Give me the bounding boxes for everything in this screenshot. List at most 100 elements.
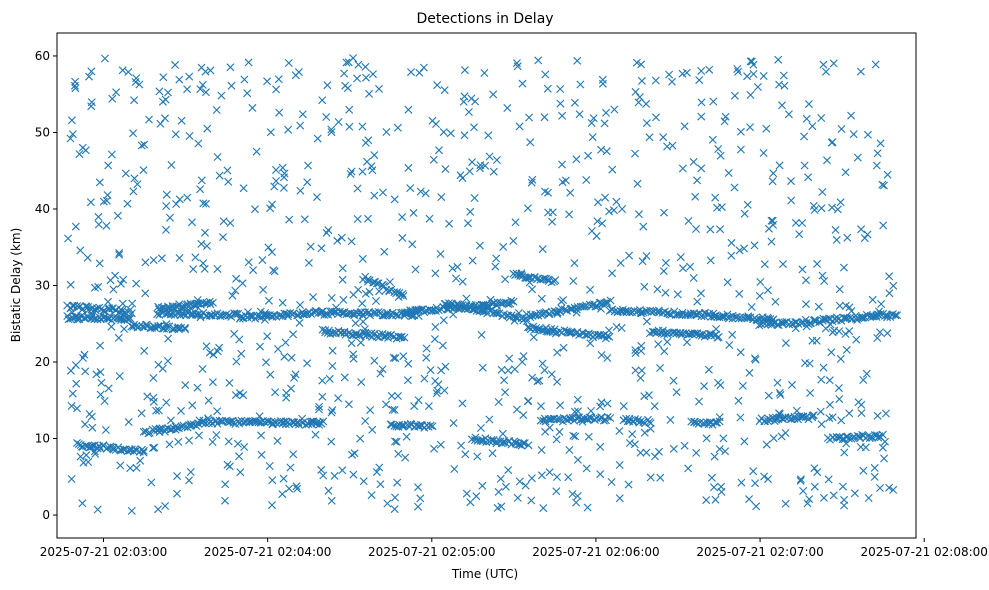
data-point [334, 394, 343, 403]
data-point [715, 445, 724, 454]
data-point [375, 463, 384, 472]
data-point [819, 493, 828, 502]
data-point [746, 91, 755, 99]
data-point [736, 413, 745, 422]
data-point [750, 241, 759, 250]
data-point [499, 242, 508, 251]
data-point [608, 165, 617, 174]
data-point [802, 276, 810, 285]
data-point [101, 426, 110, 434]
data-point [546, 327, 555, 336]
data-point [637, 60, 646, 69]
data-point [370, 191, 379, 200]
data-point [778, 319, 787, 328]
data-point [67, 475, 76, 483]
data-point [102, 196, 111, 205]
data-point [631, 346, 640, 355]
data-point [328, 346, 337, 355]
data-point [375, 84, 383, 93]
data-point [196, 185, 205, 194]
data-point [501, 482, 510, 491]
data-point [283, 312, 292, 321]
data-point [287, 353, 296, 362]
data-point [358, 167, 367, 176]
data-point [232, 274, 241, 283]
data-point [132, 74, 141, 83]
data-point [636, 448, 645, 457]
data-point [692, 310, 701, 319]
data-point [877, 300, 886, 308]
data-point [809, 201, 818, 210]
data-point [132, 463, 141, 472]
data-point [353, 215, 362, 223]
data-point [751, 355, 760, 364]
data-point [478, 363, 487, 372]
data-point [82, 302, 91, 311]
data-point [249, 266, 258, 275]
data-point [538, 245, 547, 254]
data-point [244, 258, 253, 267]
data-point [313, 193, 321, 202]
data-point [661, 288, 670, 297]
data-point [164, 88, 172, 97]
data-point [440, 300, 449, 308]
data-point [180, 423, 189, 431]
data-point [458, 399, 467, 408]
data-point [829, 59, 838, 68]
data-point [271, 388, 280, 397]
data-point [67, 116, 76, 125]
data-point [760, 320, 769, 329]
data-point [219, 233, 227, 242]
data-point [156, 119, 165, 128]
data-point [195, 431, 203, 440]
data-point [200, 264, 209, 273]
data-point [723, 278, 732, 287]
data-point [570, 98, 579, 107]
data-point [492, 254, 501, 263]
data-point [225, 378, 234, 387]
data-point [669, 444, 678, 453]
data-point [842, 439, 851, 448]
data-point [422, 344, 431, 353]
data-point [140, 346, 149, 355]
data-point [188, 218, 196, 227]
data-point [727, 251, 736, 260]
data-point [94, 220, 103, 229]
data-point [109, 445, 118, 454]
data-point [164, 334, 173, 343]
data-point [666, 415, 675, 424]
data-point [531, 310, 540, 319]
data-point [558, 160, 566, 169]
data-point [224, 177, 233, 186]
data-point [171, 130, 180, 139]
data-point [278, 490, 287, 499]
data-point [749, 70, 758, 78]
data-point [862, 369, 871, 378]
data-point [349, 470, 358, 479]
data-point [828, 203, 836, 212]
data-point [878, 180, 887, 189]
data-point [352, 331, 361, 339]
data-point [596, 304, 605, 313]
data-point [845, 409, 854, 418]
data-point [369, 70, 377, 79]
data-point [837, 125, 846, 133]
data-point [426, 366, 435, 375]
data-point [693, 176, 702, 185]
data-point [344, 58, 353, 67]
data-point [345, 105, 354, 114]
data-point [631, 349, 640, 358]
data-point [279, 183, 288, 192]
data-point [876, 484, 884, 492]
data-point [85, 72, 93, 81]
data-point [695, 76, 704, 85]
data-point [257, 431, 266, 440]
data-point [482, 438, 491, 446]
data-point [645, 391, 653, 400]
data-point [121, 169, 130, 178]
data-point [678, 310, 686, 319]
data-point [568, 490, 577, 498]
data-point [521, 481, 530, 490]
data-point [559, 296, 568, 305]
data-point [889, 281, 898, 290]
